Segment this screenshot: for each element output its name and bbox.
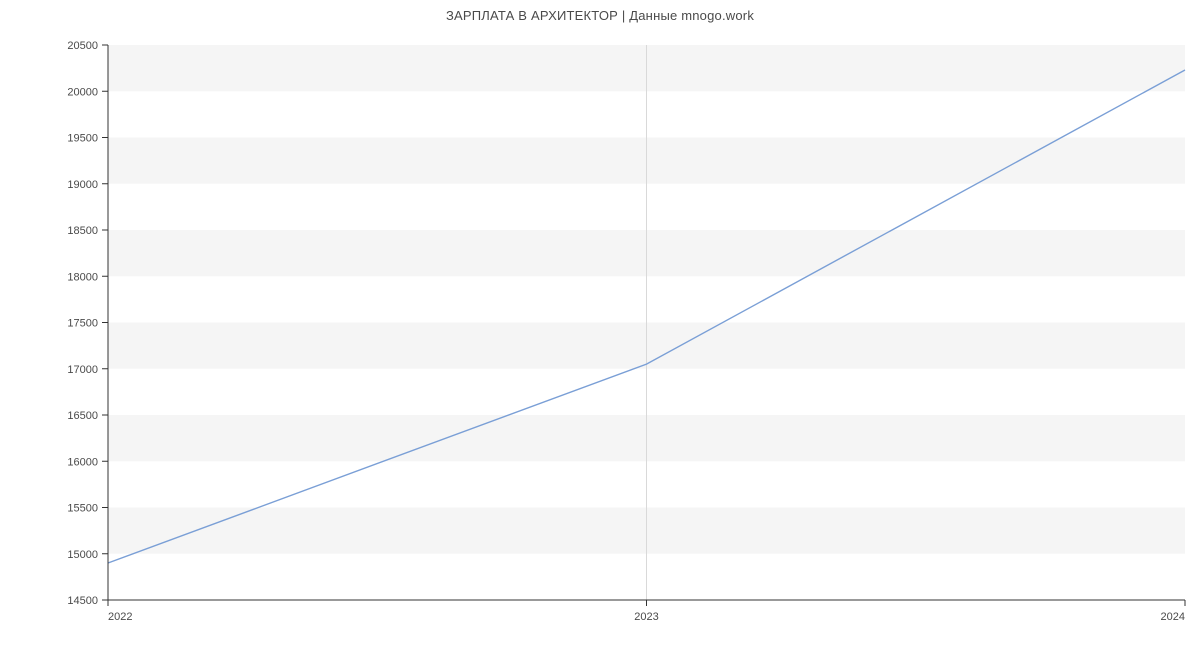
y-tick-label: 15500 [67, 503, 98, 515]
y-tick-label: 17000 [67, 364, 98, 376]
y-tick-label: 20500 [67, 40, 98, 52]
y-tick-label: 16500 [67, 410, 98, 422]
y-tick-label: 18000 [67, 271, 98, 283]
y-tick-label: 15000 [67, 549, 98, 561]
x-tick-label: 2024 [1161, 611, 1185, 623]
y-tick-label: 14500 [67, 595, 98, 607]
y-tick-label: 16000 [67, 456, 98, 468]
y-tick-label: 18500 [67, 225, 98, 237]
salary-line-chart: ЗАРПЛАТА В АРХИТЕКТОР | Данные mnogo.wor… [0, 0, 1200, 650]
y-tick-label: 19500 [67, 133, 98, 145]
y-tick-label: 19000 [67, 179, 98, 191]
y-tick-label: 20000 [67, 86, 98, 98]
x-tick-label: 2022 [108, 611, 132, 623]
y-tick-label: 17500 [67, 318, 98, 330]
chart-svg: 14500 15000 15500 16000 16500 17000 17500 18000… [0, 0, 1200, 650]
x-tick-label: 2023 [634, 611, 658, 623]
chart-title: ЗАРПЛАТА В АРХИТЕКТОР | Данные mnogo.wor… [0, 8, 1200, 23]
